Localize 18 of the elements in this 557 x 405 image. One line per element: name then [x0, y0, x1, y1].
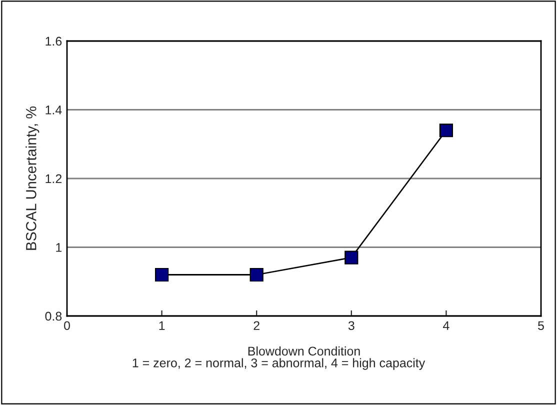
x-axis-title: Blowdown Condition: [248, 346, 360, 356]
point: [439, 124, 454, 138]
y-tick-label: 1.4: [46, 106, 62, 114]
y-tick-label: 1.2: [46, 174, 62, 184]
point: [250, 268, 264, 282]
x-tick-label: 2: [254, 321, 260, 330]
y-axis-title: BSCAL Uncertainty, %: [26, 106, 40, 250]
y-tick-label: 1: [56, 243, 62, 252]
y-tick-label: 0.8: [45, 312, 62, 321]
point: [154, 268, 169, 282]
y-tick-label: 1.6: [46, 36, 62, 46]
x-tick-label: 3: [348, 321, 354, 330]
point: [344, 250, 358, 264]
x-tick-label: 5: [538, 321, 544, 330]
x-tick-label: 0: [64, 321, 70, 330]
x-tick-label: 1: [159, 321, 165, 330]
x-tick-label: 4: [443, 321, 450, 330]
text: 1 = zero, 2 = normal, 3 = abnormal, 4 = high capacity: [132, 358, 426, 370]
